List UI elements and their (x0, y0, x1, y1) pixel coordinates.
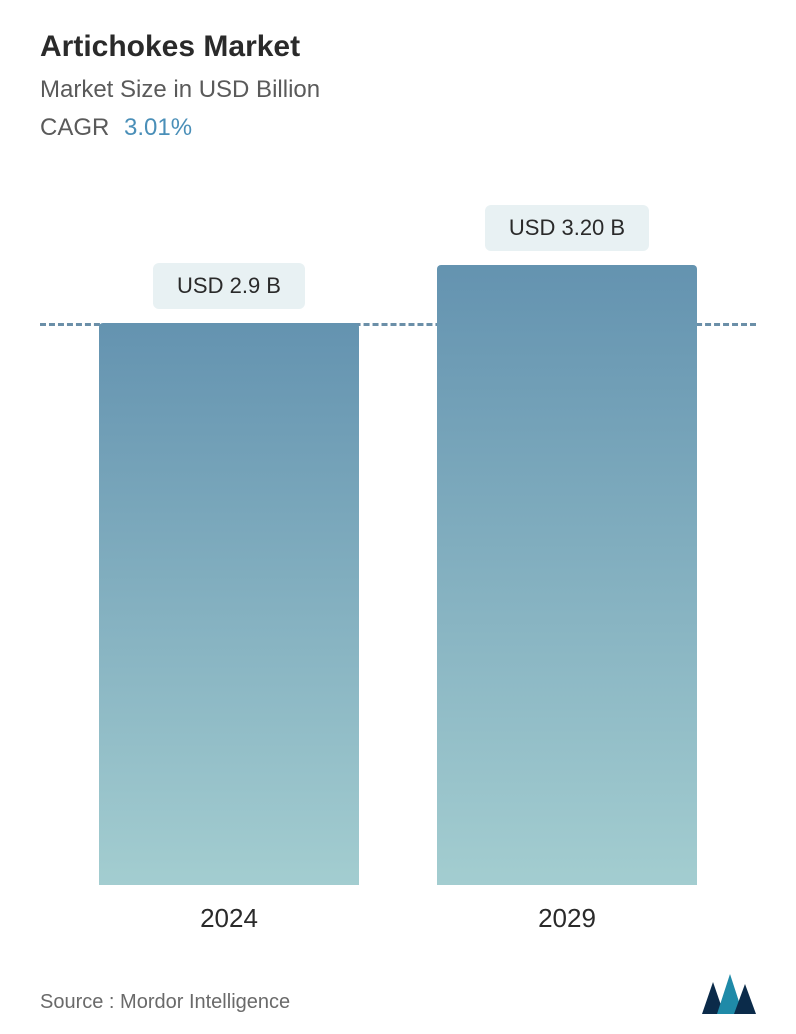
bar-1 (437, 265, 697, 885)
cagr-label: CAGR (40, 114, 109, 141)
source-label: Source : Mordor Intelligence (40, 991, 290, 1014)
value-badge-1: USD 3.20 B (485, 205, 649, 251)
cagr-value: 3.01% (124, 114, 192, 141)
chart-title: Artichokes Market (40, 30, 756, 64)
cagr-row: CAGR 3.01% (40, 114, 756, 142)
footer: Source : Mordor Intelligence (40, 934, 756, 1014)
chart-area: USD 2.9 B USD 3.20 B 2024 2029 (40, 202, 756, 934)
value-badge-0: USD 2.9 B (153, 263, 305, 309)
x-label-1: 2029 (437, 903, 697, 934)
mordor-logo-icon (702, 974, 756, 1014)
bars-wrap: USD 2.9 B USD 3.20 B (40, 202, 756, 885)
bar-col-1: USD 3.20 B (437, 205, 697, 885)
bar-0 (99, 323, 359, 885)
x-label-0: 2024 (99, 903, 359, 934)
x-axis-labels: 2024 2029 (40, 885, 756, 934)
chart-container: Artichokes Market Market Size in USD Bil… (0, 0, 796, 1034)
chart-subtitle: Market Size in USD Billion (40, 76, 756, 104)
bar-col-0: USD 2.9 B (99, 263, 359, 885)
